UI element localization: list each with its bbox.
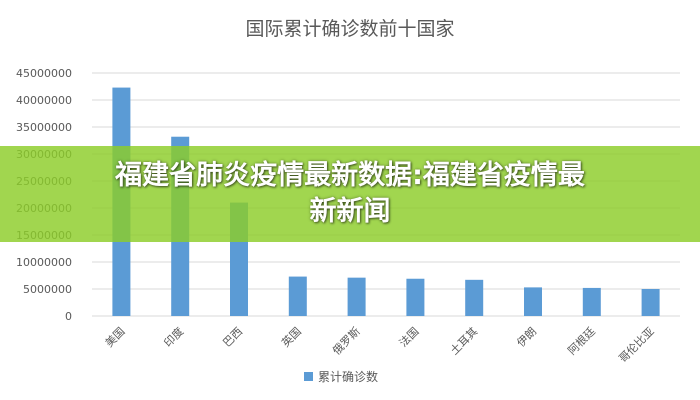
x-tick-label: 美国 (103, 325, 128, 350)
x-tick-label: 巴西 (220, 325, 245, 350)
y-tick-label: 45000000 (16, 67, 72, 80)
banner-title-line-2: 新新闻 (309, 196, 391, 227)
legend-label: 累计确诊数 (318, 369, 378, 384)
x-tick-label: 阿根廷 (565, 324, 598, 357)
legend-swatch (304, 372, 313, 381)
chart-title: 国际累计确诊数前十国家 (245, 18, 454, 40)
x-axis-ticks: 美国 印度 巴西 英国 俄罗斯 法国 土耳其 伊朗 阿根廷 哥伦比亚 (103, 324, 657, 365)
y-tick-label: 40000000 (16, 94, 72, 107)
x-tick-label: 法国 (396, 324, 421, 349)
y-tick-label: 10000000 (16, 256, 72, 269)
y-tick-label: 5000000 (23, 283, 72, 296)
overlay-banner: 福建省肺炎疫情最新数据:福建省疫情最 新新闻 (0, 146, 700, 242)
x-tick-label: 俄罗斯 (330, 325, 363, 358)
x-tick-label: 伊朗 (514, 325, 539, 350)
y-tick-label: 0 (65, 310, 72, 323)
bar (641, 289, 660, 316)
x-tick-label: 英国 (278, 324, 303, 349)
x-tick-label: 哥伦比亚 (616, 324, 657, 365)
bar (582, 287, 601, 316)
bar (347, 277, 366, 316)
bar (288, 276, 307, 316)
bar (524, 287, 542, 316)
bar (406, 278, 425, 316)
x-tick-label: 印度 (161, 324, 186, 349)
bar (465, 279, 484, 316)
x-tick-label: 土耳其 (448, 325, 481, 358)
banner-title-line-1: 福建省肺炎疫情最新数据:福建省疫情最 (115, 160, 585, 191)
legend: 累计确诊数 (304, 369, 378, 384)
y-tick-label: 35000000 (16, 121, 72, 134)
